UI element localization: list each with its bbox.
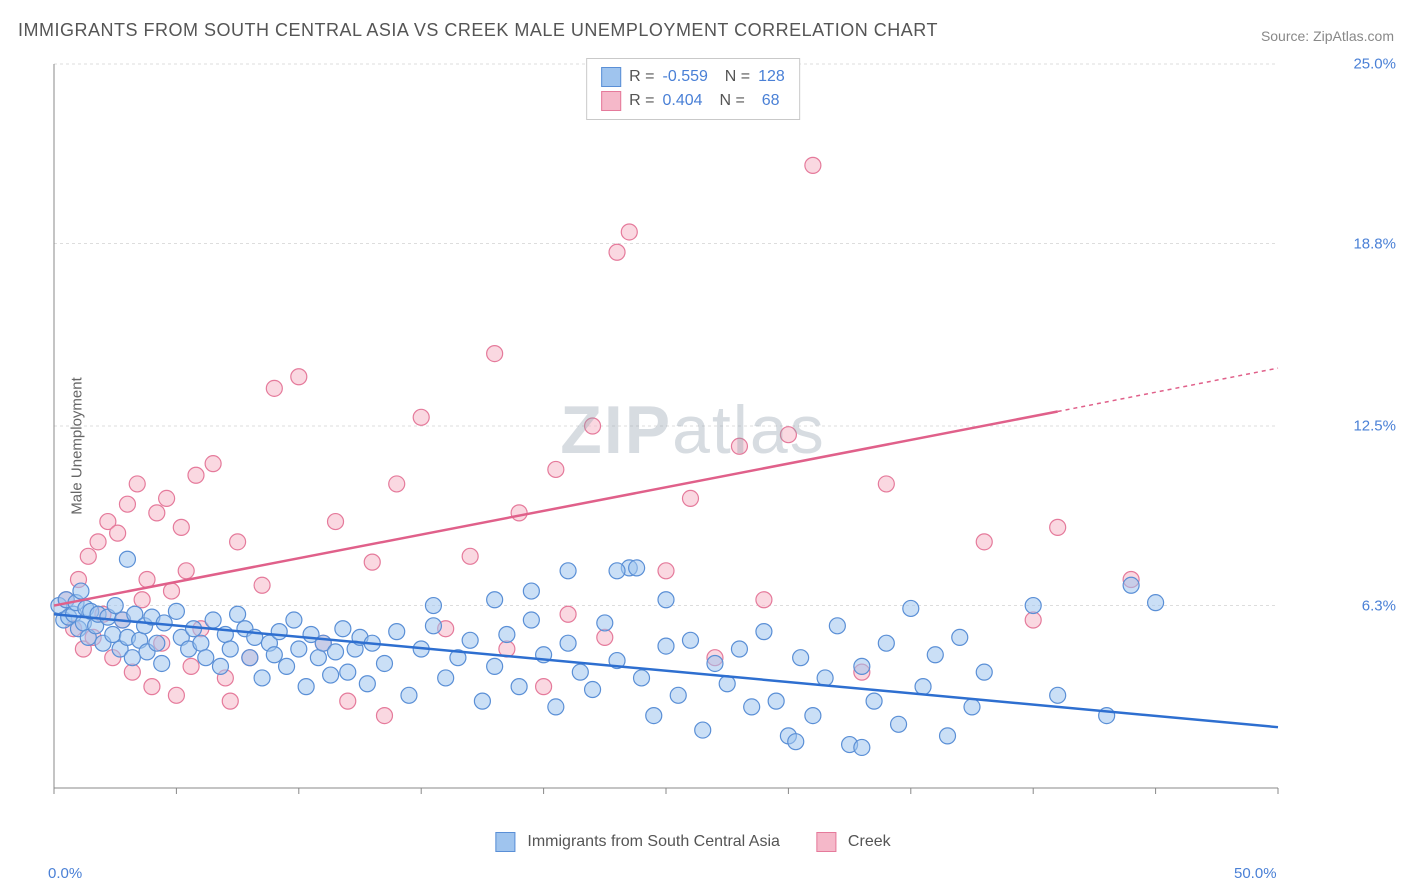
y-tick-label: 6.3%: [1362, 597, 1396, 614]
legend-row-series1: R = -0.559 N = 128: [601, 65, 785, 89]
legend-swatch-blue: [601, 67, 621, 87]
legend-r-label: R =: [629, 65, 654, 89]
chart-svg: [48, 58, 1338, 818]
legend-r-label: R =: [629, 89, 654, 113]
plot-area: R = -0.559 N = 128 R = 0.404 N = 68 ZIPa…: [48, 58, 1338, 818]
legend-n-value-1: 128: [758, 65, 785, 89]
legend-n-label: N =: [716, 65, 750, 89]
legend-swatch-pink: [601, 91, 621, 111]
y-tick-label: 12.5%: [1353, 418, 1396, 435]
x-tick-label: 0.0%: [48, 865, 82, 882]
legend-r-value-2: 0.404: [663, 89, 703, 113]
legend-swatch-pink-bottom: [816, 832, 836, 852]
legend-n-value-2: 68: [753, 89, 780, 113]
legend-r-value-1: -0.559: [663, 65, 708, 89]
y-tick-label: 25.0%: [1353, 56, 1396, 73]
x-tick-label: 50.0%: [1234, 865, 1277, 882]
legend-label-series2: Creek: [848, 833, 891, 851]
y-tick-label: 18.8%: [1353, 235, 1396, 252]
legend-row-series2: R = 0.404 N = 68: [601, 89, 785, 113]
source-attribution: Source: ZipAtlas.com: [1261, 28, 1394, 44]
correlation-legend: R = -0.559 N = 128 R = 0.404 N = 68: [586, 58, 800, 120]
series-legend: Immigrants from South Central Asia Creek: [495, 832, 890, 852]
chart-title: IMMIGRANTS FROM SOUTH CENTRAL ASIA VS CR…: [18, 20, 938, 41]
correlation-chart: IMMIGRANTS FROM SOUTH CENTRAL ASIA VS CR…: [0, 0, 1406, 892]
legend-label-series1: Immigrants from South Central Asia: [527, 833, 780, 851]
legend-swatch-blue-bottom: [495, 832, 515, 852]
legend-n-label: N =: [711, 89, 745, 113]
